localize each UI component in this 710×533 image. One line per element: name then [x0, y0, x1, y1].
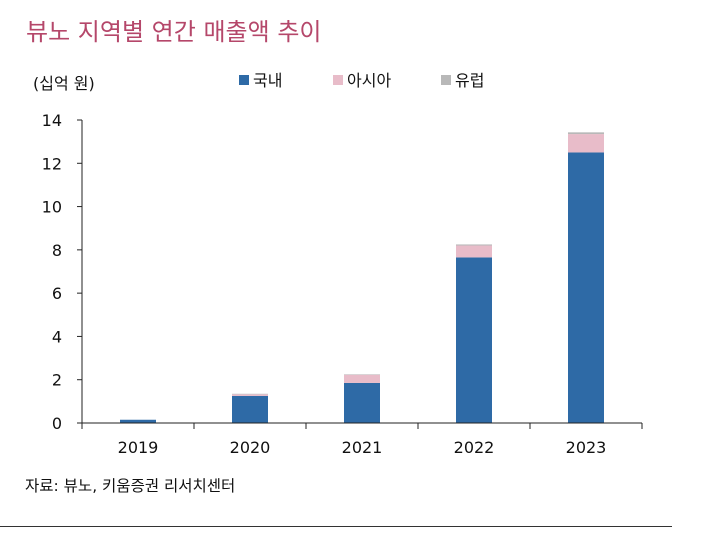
bars [120, 132, 604, 423]
y-tick-label: 6 [52, 284, 62, 303]
legend-swatch-3 [441, 75, 451, 85]
bar-segment-2022-series-2 [456, 245, 492, 258]
y-tick-label: 10 [42, 198, 62, 217]
legend-label-2: 아시아 [347, 71, 391, 90]
legend-label-3: 유럽 [455, 71, 484, 90]
legend-label-1: 국내 [253, 71, 282, 90]
x-axis: 2019 2020 2021 2022 2023 [81, 422, 643, 457]
bar-segment-2020-series-2 [232, 394, 268, 396]
bar-segment-2022-series-1 [456, 257, 492, 423]
x-tick-label: 2023 [566, 438, 607, 457]
y-unit-label: (십억 원) [33, 74, 95, 93]
y-tick-label: 8 [52, 241, 62, 260]
bar-segment-2023-series-2 [568, 134, 604, 153]
y-tick-label: 4 [52, 327, 62, 346]
bar-segment-2023-series-1 [568, 152, 604, 423]
y-tick-label: 12 [42, 154, 62, 173]
bar-segment-2021-series-1 [344, 382, 380, 423]
bar-segment-2019-series-1 [120, 419, 156, 423]
x-tick-label: 2020 [230, 438, 271, 457]
bar-segment-2023-series-3 [568, 132, 604, 135]
y-tick-label: 0 [52, 414, 62, 433]
x-tick-label: 2021 [342, 438, 383, 457]
legend-swatch-2 [333, 75, 343, 85]
x-tick-label: 2019 [118, 438, 159, 457]
legend-swatch-1 [239, 75, 249, 85]
bar-segment-2020-series-1 [232, 395, 268, 423]
bottom-divider [0, 526, 672, 527]
legend: 국내 아시아 유럽 [239, 71, 484, 90]
source-note: 자료: 뷰노, 키움증권 리서치센터 [25, 477, 236, 495]
bar-segment-2021-series-3 [344, 374, 380, 375]
bar-segment-2020-series-3 [232, 393, 268, 395]
y-tick-label: 14 [42, 111, 62, 130]
bar-segment-2022-series-3 [456, 244, 492, 246]
x-tick-label: 2022 [454, 438, 495, 457]
y-axis: 0 2 4 6 8 10 12 14 [42, 111, 83, 433]
chart-title: 뷰노 지역별 연간 매출액 추이 [26, 18, 322, 46]
bar-segment-2021-series-2 [344, 374, 380, 383]
y-tick-label: 2 [52, 371, 62, 390]
